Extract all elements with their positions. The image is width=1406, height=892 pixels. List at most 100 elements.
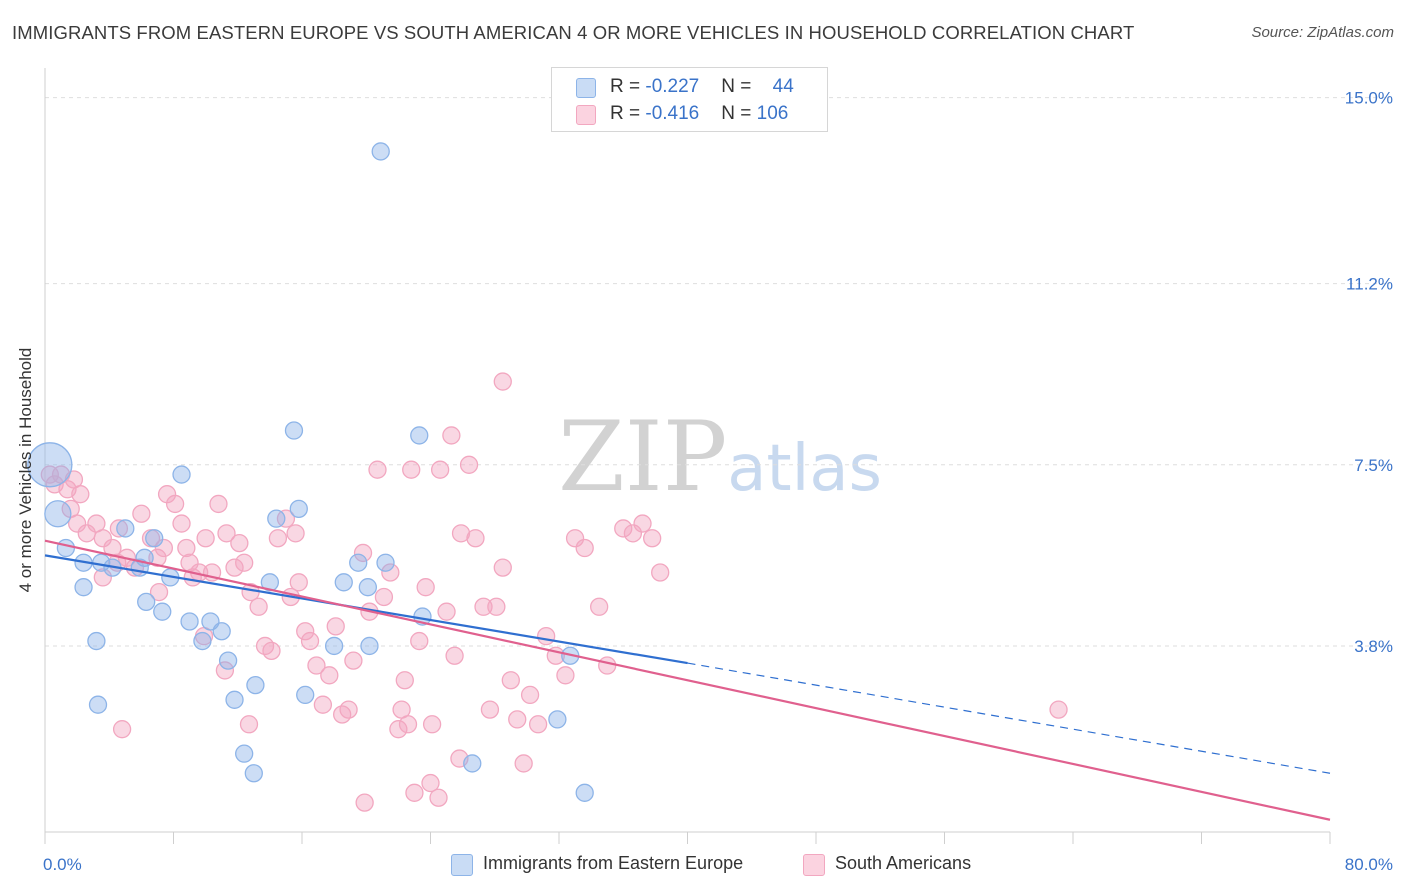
point-south-americans: [177, 538, 196, 558]
x-tick-label: 0.0%: [43, 855, 82, 874]
point-eastern-europe: [334, 573, 353, 592]
point-south-americans: [474, 597, 493, 616]
point-south-americans: [313, 695, 333, 714]
point-south-americans: [651, 563, 670, 582]
point-south-americans: [520, 685, 540, 705]
point-eastern-europe: [212, 622, 231, 641]
point-south-americans: [501, 671, 520, 690]
y-axis-label: 4 or more Vehicles in Household: [16, 347, 35, 593]
point-south-americans: [421, 773, 440, 793]
point-eastern-europe: [284, 421, 304, 440]
point-eastern-europe: [548, 710, 567, 729]
point-south-americans: [289, 573, 308, 592]
point-south-americans: [300, 631, 320, 651]
point-south-americans: [451, 524, 471, 543]
point-south-americans: [326, 617, 345, 636]
point-south-americans: [71, 485, 90, 504]
point-south-americans: [1049, 700, 1068, 719]
point-south-americans: [249, 597, 268, 616]
trend-line-eastern-europe: [44, 554, 688, 665]
point-south-americans: [565, 529, 585, 548]
point-eastern-europe: [153, 602, 172, 621]
legend-swatch-pink: [803, 854, 825, 876]
point-south-americans: [623, 524, 643, 543]
point-south-americans: [368, 460, 387, 479]
point-south-americans: [209, 494, 228, 514]
point-eastern-europe: [145, 529, 164, 548]
point-south-americans: [514, 754, 533, 773]
legend-r-value: -0.416: [645, 103, 700, 124]
point-south-americans: [165, 494, 185, 514]
point-south-americans: [493, 558, 512, 577]
point-south-americans: [109, 519, 129, 538]
point-south-americans: [528, 715, 548, 734]
point-south-americans: [389, 720, 408, 739]
legend-r-label: R =: [610, 76, 646, 97]
point-south-americans: [643, 529, 662, 548]
point-eastern-europe: [180, 612, 199, 631]
point-eastern-europe: [88, 695, 108, 714]
point-south-americans: [286, 524, 305, 543]
point-south-americans: [392, 700, 411, 719]
point-south-americans: [320, 666, 339, 685]
point-south-americans: [405, 783, 424, 802]
point-eastern-europe: [296, 685, 315, 705]
point-eastern-europe: [244, 764, 263, 783]
point-eastern-europe: [371, 142, 390, 161]
point-south-americans: [262, 641, 281, 660]
point-eastern-europe: [410, 426, 429, 445]
point-south-americans: [344, 651, 363, 670]
point-south-americans: [466, 529, 485, 548]
point-south-americans: [374, 587, 394, 607]
point-south-americans: [416, 578, 435, 597]
legend-swatch-blue: [576, 78, 596, 98]
point-south-americans: [442, 426, 461, 445]
point-south-americans: [93, 568, 112, 587]
point-south-americans: [437, 602, 456, 621]
point-eastern-europe: [193, 631, 212, 651]
watermark: ZIPatlas: [558, 401, 882, 513]
point-south-americans: [132, 504, 151, 523]
trend-line-south-americans: [44, 539, 1331, 821]
point-south-americans: [112, 720, 132, 739]
point-south-americans: [93, 529, 112, 548]
point-south-americans: [355, 793, 374, 812]
legend-n-value: 44: [772, 76, 794, 97]
point-south-americans: [276, 509, 296, 528]
point-eastern-europe: [376, 553, 395, 572]
point-south-americans: [154, 538, 174, 558]
point-eastern-europe: [246, 675, 265, 695]
point-south-americans: [149, 582, 169, 602]
point-south-americans: [395, 671, 414, 690]
point-south-americans: [430, 460, 450, 479]
point-eastern-europe: [575, 783, 594, 802]
point-eastern-europe: [87, 631, 106, 651]
point-eastern-europe: [349, 553, 368, 572]
point-south-americans: [575, 538, 594, 558]
point-south-americans: [172, 514, 191, 533]
legend-label: Immigrants from Eastern Europe: [483, 853, 744, 873]
y-tick-label: 7.5%: [1354, 456, 1393, 475]
point-eastern-europe: [172, 465, 191, 484]
trend-line-eastern-europe-extension: [687, 662, 1331, 774]
point-south-americans: [633, 514, 652, 533]
point-south-americans: [67, 514, 87, 533]
point-south-americans: [508, 710, 527, 729]
legend-swatch-blue: [451, 854, 473, 876]
point-eastern-europe: [225, 690, 244, 709]
point-south-americans: [215, 661, 235, 680]
point-eastern-europe: [235, 744, 254, 763]
point-south-americans: [148, 548, 167, 567]
chart-source: Source: ZipAtlas.com: [1251, 24, 1394, 41]
y-tick-label: 3.8%: [1354, 637, 1393, 656]
point-south-americans: [339, 700, 358, 719]
point-eastern-europe: [463, 754, 482, 773]
point-eastern-europe: [289, 499, 308, 519]
point-south-americans: [217, 524, 236, 543]
point-eastern-europe: [27, 442, 73, 488]
point-south-americans: [493, 372, 512, 391]
y-axis-label-wrap: 4 or more Vehicles in Household: [6, 348, 46, 593]
point-south-americans: [429, 788, 448, 807]
point-south-americans: [402, 460, 421, 479]
